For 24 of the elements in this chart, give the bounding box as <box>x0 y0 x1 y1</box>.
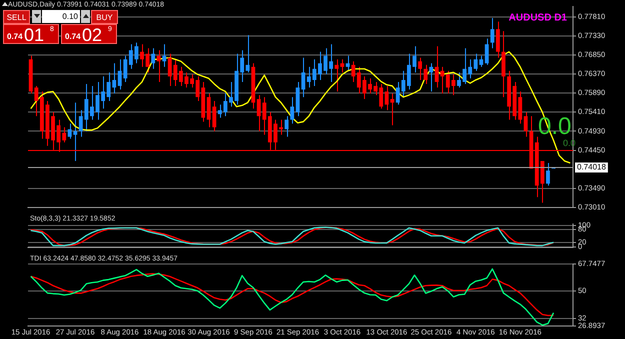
candlestick <box>284 116 289 138</box>
text: 0.74 <box>7 32 23 41</box>
candlestick <box>68 123 72 140</box>
candlestick <box>429 62 434 92</box>
annotation: 0.10 <box>42 10 80 23</box>
annotation: 01 <box>24 25 44 45</box>
candlestick <box>290 96 294 124</box>
text: SELL <box>3 10 30 24</box>
candlestick <box>418 57 422 80</box>
candlestick <box>496 21 500 58</box>
annotation: BUY <box>91 10 118 24</box>
candlestick <box>156 50 161 82</box>
text: AUDUSD D1 <box>508 12 568 24</box>
candlestick <box>484 38 489 66</box>
candlestick <box>151 48 156 70</box>
annotation: 02 <box>82 25 102 45</box>
candlestick <box>334 58 339 92</box>
candlestick <box>546 162 550 186</box>
candlestick <box>424 64 428 84</box>
annotation: 0.74 <box>65 32 81 41</box>
candlestick <box>212 100 216 132</box>
ref-line-label: 0.74018 <box>577 162 606 172</box>
candlestick <box>490 18 494 49</box>
candlestick <box>73 102 78 162</box>
